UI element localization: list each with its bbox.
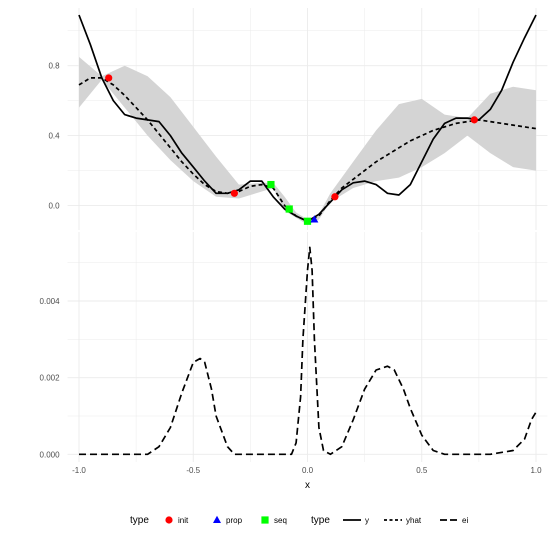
uncertainty-band [79,56,536,225]
x-axis-title: x [305,480,310,491]
legend-label-prop: prop [226,516,243,525]
x-tick-label: 1.0 [530,466,542,475]
top-panel: 0.0 0.4 0.8 [48,8,548,230]
x-tick-label: -1.0 [72,466,86,475]
bottom-y-tick-label: 0.000 [40,450,61,459]
bottom-panel: 0.000 0.002 0.004 -1.0 -0.5 0.0 0.5 1.0 x [40,232,548,491]
point-seq [303,217,312,225]
point-init [470,116,478,124]
point-seq [285,205,293,213]
point-init [105,74,113,82]
legend-key-prop [213,515,221,523]
bottom-y-tick-label: 0.004 [40,297,61,306]
point-init [230,189,238,197]
series-line-ei [79,246,537,456]
point-init [331,193,339,201]
legend-label-y: y [365,516,369,525]
legend-label-seq: seq [274,516,287,525]
legend-label-yhat: yhat [406,516,422,525]
legend-title-lines: type [311,515,330,526]
legend-label-init: init [178,516,189,525]
point-seq [267,180,275,189]
x-tick-label: 0.0 [302,466,314,475]
x-tick-label: 0.5 [416,466,428,475]
top-y-tick-label: 0.0 [48,202,60,211]
top-y-tick-label: 0.4 [48,132,60,141]
legend-key-seq [261,516,269,524]
x-tick-label: -0.5 [186,466,200,475]
point-prop [310,215,319,223]
legend-title-points: type [130,515,149,526]
legend: type init prop seq type y yhat ei [130,515,468,526]
legend-key-init [165,516,173,524]
top-y-tick-label: 0.8 [48,62,60,71]
bottom-y-tick-label: 0.002 [40,374,61,383]
legend-label-ei: ei [462,516,468,525]
